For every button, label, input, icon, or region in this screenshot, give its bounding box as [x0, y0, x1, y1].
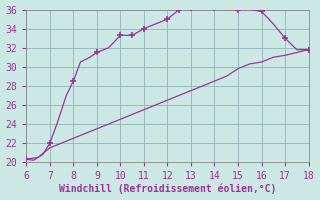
X-axis label: Windchill (Refroidissement éolien,°C): Windchill (Refroidissement éolien,°C) — [59, 184, 276, 194]
